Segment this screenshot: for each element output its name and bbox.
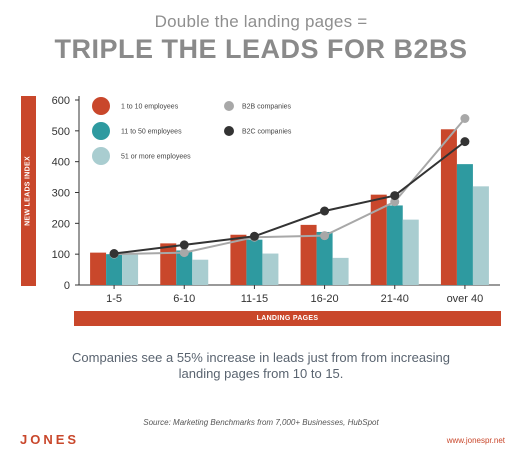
- y-tick-label: 100: [52, 249, 70, 261]
- legend-marker: [92, 147, 110, 165]
- legend-label: 11 to 50 employees: [121, 129, 182, 136]
- y-tick-label: 400: [52, 157, 70, 169]
- series-line: [114, 117, 466, 256]
- bar: [332, 257, 349, 285]
- legend-label: B2C companies: [242, 129, 292, 136]
- bar: [456, 164, 473, 285]
- y-tick-label: 500: [52, 126, 70, 138]
- bar: [402, 219, 419, 285]
- caption-text: Companies see a 55% increase in leads ju…: [72, 350, 450, 381]
- bar: [230, 234, 247, 285]
- bar: [90, 252, 107, 285]
- chart-canvas: 0 100 200 300 400 500 600 1-5 6-10 11-15 16-20 21-4…: [52, 95, 500, 305]
- series-point: [460, 114, 470, 123]
- series-line: [113, 140, 466, 255]
- bar: [262, 253, 279, 285]
- series-point: [390, 197, 400, 207]
- series-point: [460, 137, 470, 147]
- legend-marker: [92, 122, 110, 140]
- x-axis-label-box: LANDING PAGES: [74, 311, 501, 326]
- y-tick-label: 600: [52, 95, 70, 107]
- series-point: [179, 248, 189, 258]
- bar: [440, 129, 457, 285]
- y-tick-label: 0: [64, 280, 70, 292]
- legend-label: B2B companies: [242, 104, 292, 111]
- y-tick-label: 200: [52, 218, 70, 230]
- bar: [386, 205, 403, 285]
- chart-subtitle: Double the landing pages =: [154, 12, 368, 31]
- x-tick-label: 21-40: [381, 293, 409, 305]
- legend-marker: [224, 101, 234, 111]
- x-tick-label: 6-10: [173, 293, 195, 305]
- bar: [370, 194, 387, 285]
- y-axis-label-box: [21, 96, 36, 286]
- legend-label: 1 to 10 employees: [121, 104, 179, 111]
- bar: [192, 259, 209, 285]
- series-point: [179, 240, 189, 250]
- x-tick-label: over 40: [447, 293, 484, 305]
- bar: [300, 224, 317, 285]
- bar: [106, 254, 123, 285]
- source-text: Source: Marketing Benchmarks from 7,000+…: [143, 418, 379, 427]
- legend-marker: [92, 97, 110, 115]
- chart-title: TRIPLE THE LEADS FOR B2BS: [54, 34, 468, 64]
- bar: [246, 239, 263, 285]
- series-point: [109, 249, 119, 259]
- x-tick-label: 11-15: [241, 293, 268, 305]
- legend-marker: [224, 126, 234, 136]
- x-axis-label: LANDING PAGES: [256, 315, 319, 322]
- bar: [316, 231, 333, 285]
- legend-label: 51 or more employees: [121, 154, 191, 161]
- brand-logo: JONES: [20, 432, 80, 447]
- bar: [122, 254, 139, 285]
- bar: [176, 250, 193, 285]
- series-point: [320, 206, 330, 216]
- series-point: [249, 231, 259, 241]
- y-axis-label: NEW LEADS INDEX: [24, 156, 32, 226]
- x-tick-label: 16-20: [311, 293, 339, 305]
- y-tick-label: 300: [52, 188, 70, 200]
- series-point: [390, 191, 400, 201]
- bar: [472, 186, 489, 285]
- bar: [160, 243, 177, 285]
- website-link[interactable]: www.jonespr.net: [446, 436, 505, 445]
- x-tick-label: 1-5: [106, 293, 122, 305]
- series-point: [320, 231, 330, 241]
